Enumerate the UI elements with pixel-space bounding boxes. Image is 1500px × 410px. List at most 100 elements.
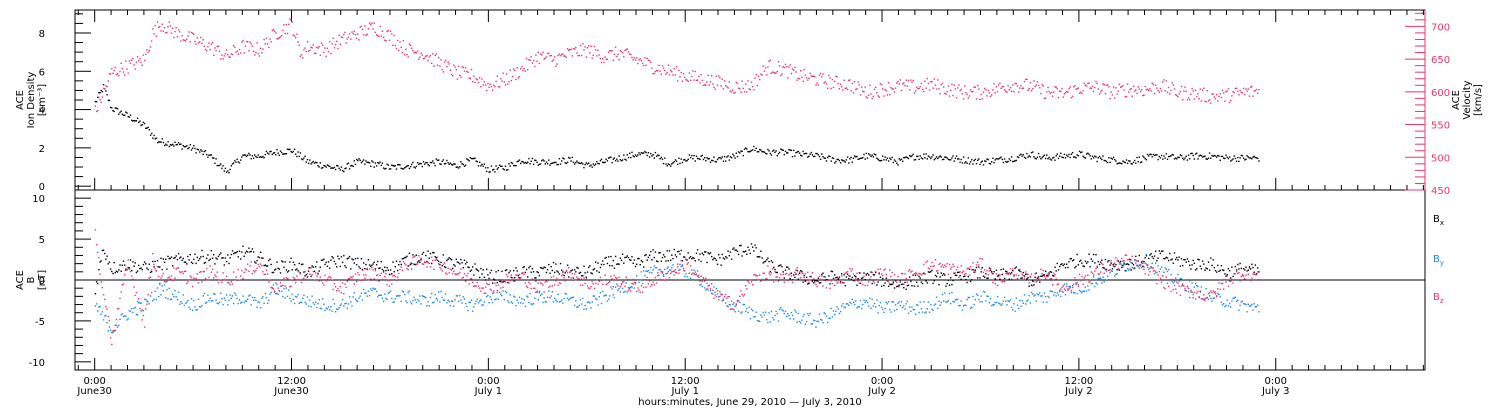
density-point	[930, 157, 932, 160]
velocity-point	[480, 86, 482, 88]
density-point	[129, 114, 132, 116]
density-point	[359, 159, 361, 161]
bz-point	[789, 273, 791, 275]
by-point	[576, 306, 578, 308]
bx-point	[313, 270, 316, 272]
density-point	[315, 161, 317, 163]
by-point	[793, 318, 795, 320]
velocity-point	[324, 47, 326, 49]
bx-point	[698, 259, 700, 261]
bz-point	[784, 273, 787, 275]
bx-point	[918, 275, 920, 278]
bz-point	[215, 275, 217, 278]
density-point	[543, 160, 545, 162]
density-point	[961, 162, 964, 164]
velocity-point	[1094, 86, 1096, 89]
velocity-point	[273, 30, 276, 32]
bx-point	[1223, 269, 1225, 272]
bz-point	[126, 269, 128, 271]
bz-point	[756, 274, 759, 277]
bz-point	[318, 280, 320, 282]
by-point	[1081, 291, 1083, 294]
density-point	[727, 155, 729, 157]
density-point	[228, 172, 230, 174]
velocity-point	[857, 81, 859, 83]
by-point	[686, 276, 688, 278]
bz-point	[836, 282, 838, 284]
bx-point	[398, 264, 400, 266]
bz-point	[565, 270, 568, 272]
by-point	[839, 310, 842, 313]
density-point	[844, 161, 846, 163]
velocity-point	[402, 40, 405, 42]
bx-point	[1204, 269, 1206, 271]
bx-point	[95, 281, 98, 283]
density-point	[1088, 153, 1090, 155]
density-point	[699, 158, 701, 161]
by-point	[1219, 296, 1221, 298]
bx-point	[1122, 264, 1124, 267]
density-point	[655, 155, 658, 157]
density-point	[1245, 158, 1247, 160]
bx-point	[285, 269, 288, 271]
by-point	[1143, 266, 1145, 268]
by-point	[109, 329, 112, 331]
bx-point	[844, 285, 846, 287]
by-point	[495, 298, 497, 300]
density-point	[1003, 158, 1006, 160]
velocity-point	[514, 69, 516, 72]
by-point	[985, 300, 987, 302]
velocity-point	[501, 80, 503, 82]
bz-point	[689, 265, 692, 267]
bx-point	[234, 252, 236, 254]
bz-point	[719, 295, 721, 298]
velocity-point	[1014, 82, 1016, 85]
bz-point	[416, 263, 419, 265]
density-point	[503, 169, 505, 171]
density-point	[453, 163, 455, 165]
bx-point	[945, 285, 947, 287]
by-point	[554, 297, 556, 300]
bz-point	[289, 286, 291, 288]
density-point	[1076, 154, 1078, 156]
by-point	[759, 320, 761, 323]
bz-point	[298, 271, 300, 273]
by-point	[855, 300, 857, 302]
bx-point	[387, 269, 389, 271]
density-point	[429, 161, 432, 164]
bx-point	[544, 266, 546, 269]
velocity-point	[872, 95, 875, 98]
velocity-point	[998, 84, 1000, 86]
density-point	[1025, 157, 1027, 159]
bx-point	[781, 266, 783, 268]
bx-point	[278, 268, 280, 270]
by-point	[139, 302, 141, 304]
velocity-point	[1071, 95, 1074, 98]
bx-point	[1095, 254, 1097, 256]
velocity-point	[527, 69, 529, 71]
bx-point	[448, 257, 450, 259]
bx-point	[542, 267, 544, 270]
by-point	[1000, 304, 1002, 307]
bz-point	[585, 278, 587, 280]
velocity-point	[769, 59, 771, 62]
velocity-point	[1175, 93, 1177, 96]
bz-point	[395, 279, 398, 282]
velocity-point	[873, 88, 876, 90]
by-point	[834, 313, 836, 316]
bz-point	[167, 277, 169, 279]
bz-point	[211, 268, 214, 270]
bx-point	[311, 265, 313, 267]
bx-point	[380, 261, 382, 263]
density-point	[653, 157, 655, 159]
density-point	[620, 160, 623, 162]
velocity-point	[509, 69, 511, 71]
bz-point	[655, 282, 658, 284]
velocity-point	[674, 74, 677, 76]
bz-point	[332, 288, 334, 291]
density-point	[436, 159, 439, 161]
density-point	[477, 165, 480, 167]
bx-point	[153, 266, 155, 268]
density-point	[1022, 154, 1024, 156]
by-point	[727, 306, 729, 308]
